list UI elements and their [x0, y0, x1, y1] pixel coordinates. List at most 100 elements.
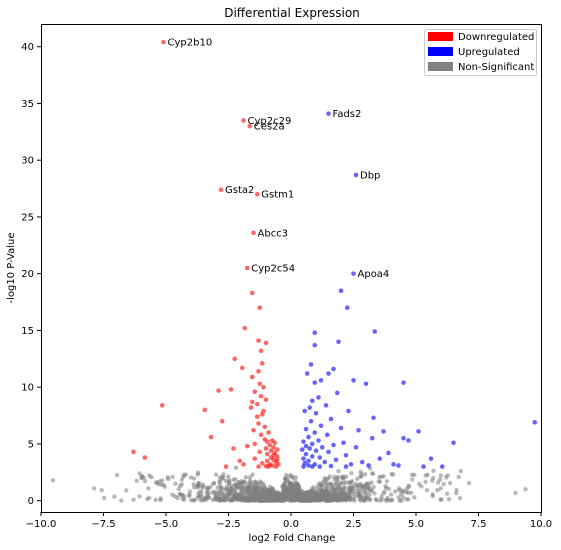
point-non-significant: [196, 490, 201, 495]
point-downregulated: [274, 454, 280, 459]
point-non-significant: [352, 494, 358, 500]
point-non-significant: [388, 492, 394, 497]
point-upregulated: [309, 441, 315, 447]
point-non-significant: [214, 497, 219, 502]
point-non-significant: [359, 471, 364, 477]
y-tick-label: 5: [28, 439, 34, 450]
point-non-significant: [317, 492, 322, 497]
point-downregulated: [159, 403, 165, 408]
gene-label: Abcc3: [258, 228, 289, 239]
point-non-significant: [424, 487, 430, 493]
point-upregulated: [307, 446, 313, 451]
point-non-significant: [158, 497, 163, 503]
point-upregulated: [303, 451, 309, 457]
point-non-significant: [50, 478, 56, 483]
point-non-significant: [131, 497, 136, 502]
x-axis-label: log2 Fold Change: [249, 533, 336, 544]
y-tick-label: 10: [21, 383, 34, 394]
point-non-significant: [247, 478, 253, 483]
point-non-significant: [303, 491, 308, 497]
point-upregulated: [353, 445, 359, 450]
point-upregulated: [309, 398, 315, 404]
point-upregulated: [299, 447, 305, 452]
point-non-significant: [292, 485, 297, 491]
point-non-significant: [187, 493, 192, 499]
point-non-significant: [523, 487, 528, 492]
point-non-significant: [454, 487, 459, 493]
point-non-significant: [245, 484, 251, 489]
point-non-significant: [220, 491, 226, 496]
point-downregulated: [266, 464, 271, 469]
point-upregulated: [406, 438, 411, 443]
point-downregulated: [131, 449, 136, 455]
point-upregulated: [401, 435, 406, 441]
point-non-significant: [248, 496, 253, 502]
point-upregulated: [312, 342, 318, 348]
point-upregulated: [371, 415, 376, 421]
point-upregulated: [309, 454, 315, 459]
point-upregulated: [428, 456, 434, 461]
point-non-significant: [191, 476, 197, 481]
point-downregulated: [257, 449, 263, 455]
point-downregulated: [262, 424, 268, 430]
point-downregulated: [256, 338, 261, 343]
point-upregulated: [366, 463, 371, 468]
point-non-significant: [354, 476, 360, 482]
point-non-significant: [444, 491, 450, 496]
point-downregulated: [269, 463, 275, 468]
point-upregulated: [308, 418, 314, 424]
point-non-significant: [247, 475, 253, 480]
point-upregulated: [351, 271, 356, 276]
point-non-significant: [285, 492, 290, 498]
point-non-significant: [253, 496, 258, 502]
y-tick-label: 25: [21, 212, 34, 223]
point-upregulated: [372, 329, 378, 334]
point-upregulated: [323, 403, 329, 408]
legend: Downregulated Upregulated Non-Significan…: [424, 29, 537, 76]
point-upregulated: [353, 172, 359, 178]
point-upregulated: [401, 380, 406, 385]
point-downregulated: [249, 290, 255, 296]
gene-label: Ces2a: [254, 122, 285, 133]
point-non-significant: [196, 480, 201, 486]
legend-swatch-non-significant: [428, 62, 453, 71]
point-non-significant: [232, 482, 237, 487]
point-upregulated: [307, 405, 313, 410]
point-non-significant: [456, 474, 461, 480]
point-non-significant: [145, 496, 150, 502]
point-downregulated: [258, 348, 264, 354]
point-non-significant: [457, 495, 463, 501]
point-non-significant: [373, 497, 378, 502]
point-upregulated: [309, 464, 315, 469]
point-non-significant: [226, 474, 231, 479]
point-non-significant: [379, 494, 384, 499]
point-non-significant: [458, 468, 464, 474]
point-upregulated: [316, 395, 321, 400]
point-non-significant: [423, 479, 428, 484]
point-downregulated: [241, 118, 246, 123]
point-non-significant: [382, 489, 387, 494]
point-upregulated: [312, 380, 318, 385]
point-non-significant: [438, 473, 444, 478]
point-non-significant: [159, 478, 165, 483]
point-upregulated: [313, 448, 319, 454]
point-non-significant: [222, 497, 227, 503]
x-tick-label: −7.5: [91, 519, 115, 530]
point-upregulated: [306, 434, 311, 440]
x-tick-label: 10.0: [530, 519, 552, 530]
point-upregulated: [333, 457, 339, 463]
y-tick-label: 15: [21, 326, 34, 337]
point-non-significant: [326, 491, 331, 497]
point-upregulated: [319, 445, 325, 450]
point-non-significant: [365, 485, 371, 491]
point-non-significant: [177, 483, 183, 489]
point-non-significant: [365, 495, 370, 500]
point-non-significant: [219, 485, 225, 491]
point-upregulated: [381, 429, 386, 434]
point-non-significant: [306, 489, 312, 494]
point-downregulated: [249, 399, 255, 405]
point-non-significant: [349, 471, 354, 476]
point-upregulated: [396, 463, 401, 468]
